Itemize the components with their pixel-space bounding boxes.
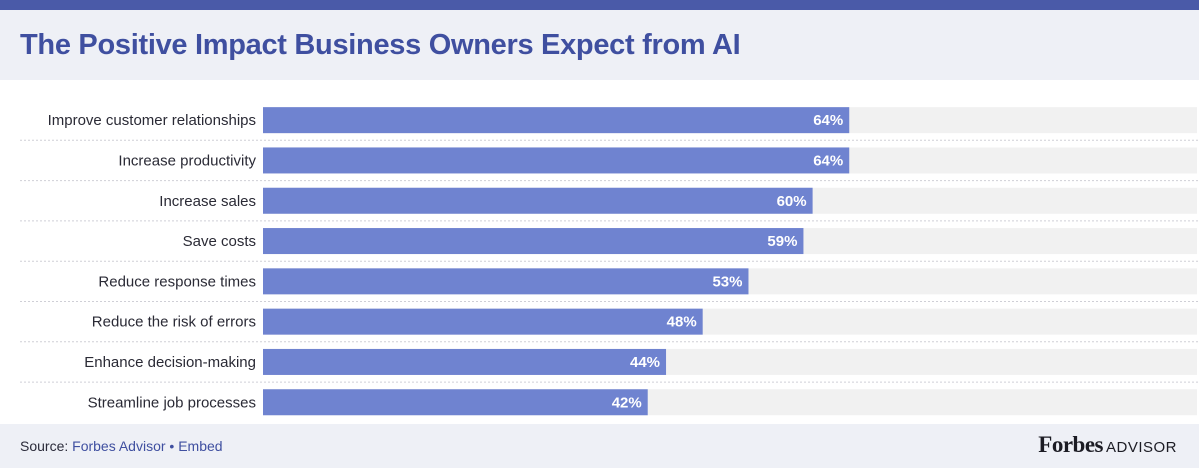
bar (263, 348, 667, 375)
embed-link[interactable]: Embed (178, 438, 223, 454)
bar (263, 268, 749, 295)
category-label: Enhance decision-making (84, 354, 256, 371)
value-label: 44% (630, 354, 660, 371)
bar (263, 187, 813, 214)
bar-chart: Improve customer relationships 64% Increas… (20, 107, 1199, 416)
chart-header: The Positive Impact Business Owners Expe… (0, 10, 1199, 80)
forbes-advisor-logo: Forbes ADVISOR (1038, 432, 1177, 458)
category-label: Improve customer relationships (48, 112, 256, 129)
value-label: 60% (777, 193, 807, 210)
bar (263, 308, 703, 335)
value-label: 53% (712, 273, 742, 290)
value-label: 48% (667, 314, 697, 331)
chart-title: The Positive Impact Business Owners Expe… (20, 29, 741, 61)
category-label: Reduce the risk of errors (92, 314, 256, 331)
value-label: 64% (813, 152, 843, 169)
value-label: 64% (813, 112, 843, 129)
category-label: Increase productivity (118, 152, 256, 169)
category-label: Increase sales (159, 193, 256, 210)
bar (263, 107, 850, 134)
source-prefix: Source: (20, 438, 73, 454)
category-label: Save costs (183, 233, 256, 250)
source-line: Source: Forbes Advisor • Embed (20, 438, 223, 454)
source-link[interactable]: Forbes Advisor (72, 438, 166, 454)
top-accent-bar (0, 0, 1199, 10)
category-label: Reduce response times (98, 273, 256, 290)
bar (263, 389, 648, 416)
bar (263, 147, 850, 174)
value-label: 42% (612, 394, 642, 411)
category-label: Streamline job processes (88, 394, 256, 411)
logo-advisor: ADVISOR (1105, 439, 1177, 456)
logo-forbes: Forbes (1038, 432, 1103, 457)
chart-footer: Source: Forbes Advisor • Embed Forbes ADV… (0, 424, 1199, 468)
source-separator: • (165, 438, 179, 454)
value-label: 59% (767, 233, 797, 250)
bar (263, 228, 804, 255)
